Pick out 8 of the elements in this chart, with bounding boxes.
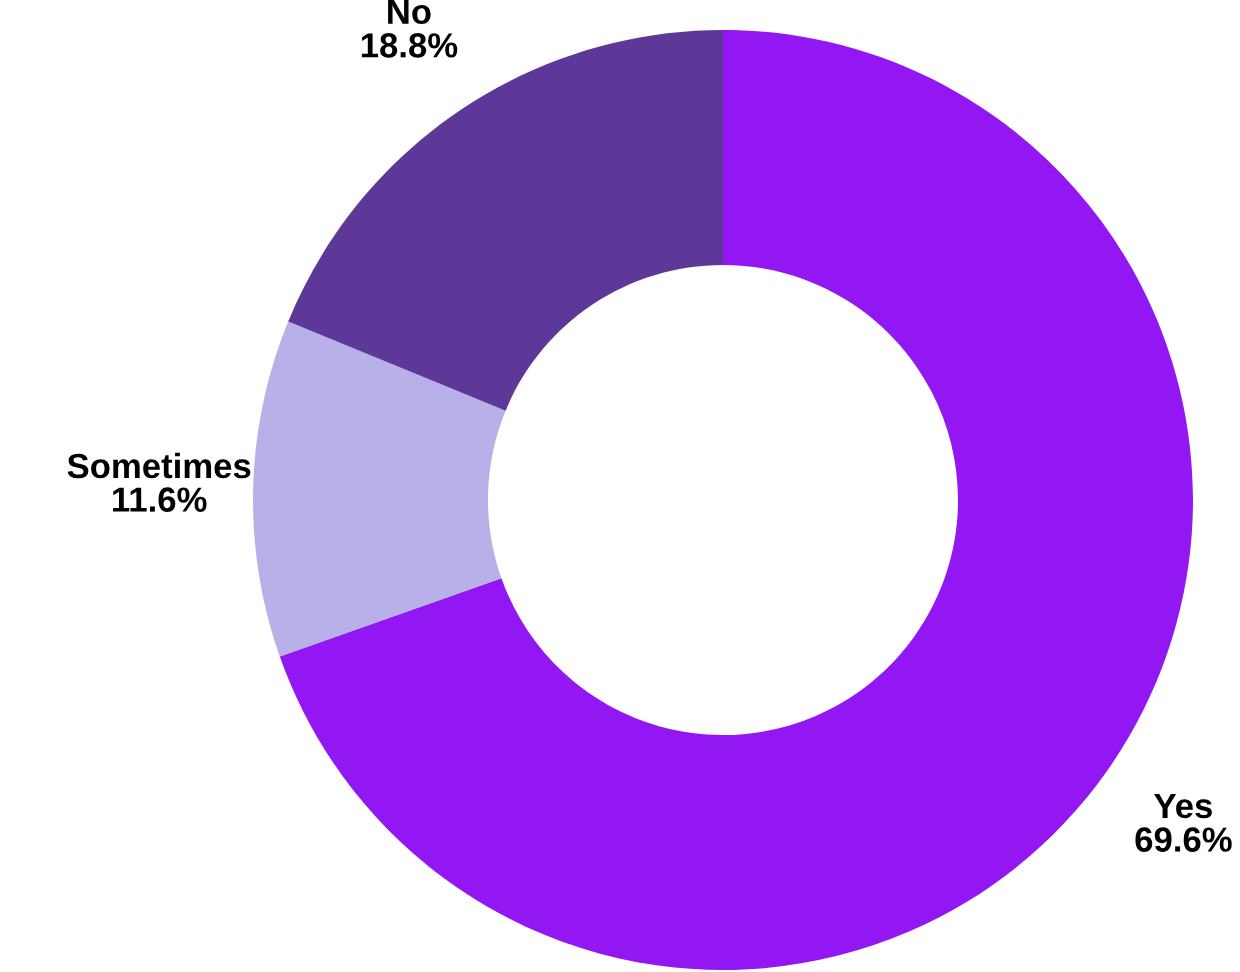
- donut-slice: [288, 30, 723, 411]
- slice-label: No: [388, 0, 431, 25]
- slice-label: Sometimes: [67, 452, 251, 479]
- data-label: 18.8%: [361, 33, 458, 58]
- donut-slice: [253, 321, 506, 657]
- slice-label: Yes: [1154, 794, 1212, 819]
- data-label: 11.6%: [113, 487, 207, 512]
- data-label: 69.6%: [1135, 827, 1232, 852]
